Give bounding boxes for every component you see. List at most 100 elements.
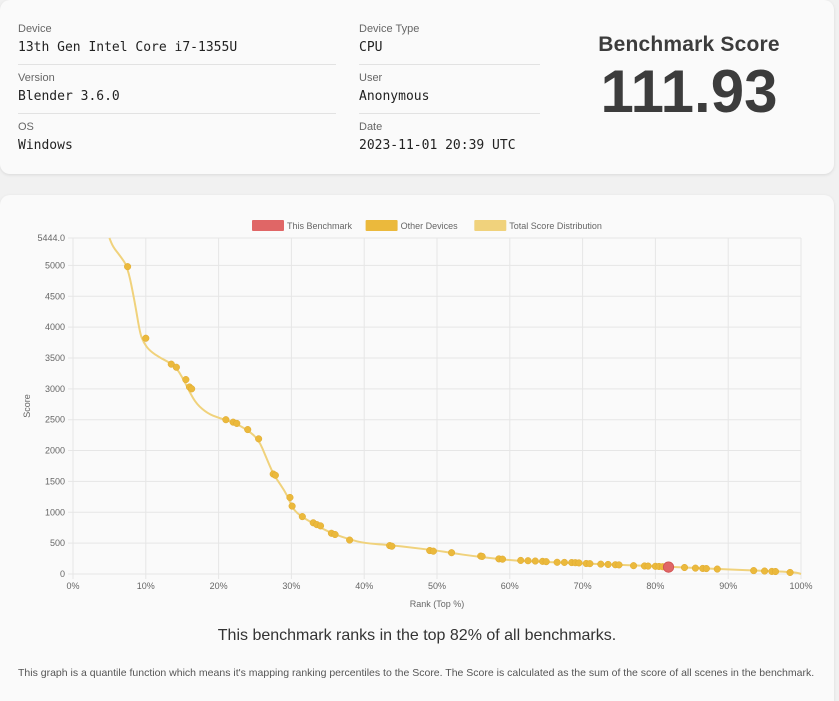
other-device-point[interactable] — [713, 565, 721, 573]
other-device-point[interactable] — [188, 385, 196, 393]
x-tick-label: 60% — [501, 581, 519, 591]
distribution-layer — [108, 237, 802, 575]
other-device-point[interactable] — [286, 493, 294, 502]
other-device-point[interactable] — [316, 522, 325, 530]
other-device-point[interactable] — [429, 547, 437, 555]
x-tick-label: 0% — [66, 581, 79, 591]
other-device-point[interactable] — [597, 560, 605, 568]
distribution-line — [108, 237, 802, 575]
version-value: Blender 3.6.0 — [18, 89, 120, 104]
other-device-point[interactable] — [560, 558, 568, 566]
x-tick-label: 100% — [789, 581, 812, 591]
x-axis-title: Rank (Top %) — [410, 599, 465, 609]
other-device-point[interactable] — [524, 557, 532, 565]
os-field: OS Windows — [18, 121, 336, 154]
device-value: 13th Gen Intel Core i7-1355U — [18, 40, 238, 55]
benchmark-score-title: Benchmark Score — [598, 33, 780, 56]
x-tick-label: 70% — [574, 581, 592, 591]
y-axis-title: Score — [22, 394, 32, 418]
other-device-point[interactable] — [630, 562, 638, 570]
other-device-point[interactable] — [586, 560, 594, 568]
x-tick-label: 80% — [646, 581, 664, 591]
other-device-point[interactable] — [172, 363, 180, 371]
legend-other-devices[interactable]: Other Devices — [365, 220, 459, 231]
legend-swatch — [252, 220, 284, 231]
other-device-point[interactable] — [222, 416, 230, 424]
version-field: Version Blender 3.6.0 — [18, 72, 336, 114]
x-tick-label: 30% — [282, 581, 300, 591]
chart-legend[interactable]: This Benchmark Other Devices Total Score D… — [252, 220, 602, 231]
other-device-point[interactable] — [553, 558, 561, 566]
other-device-point[interactable] — [182, 376, 190, 384]
legend-label: This Benchmark — [287, 221, 353, 231]
y-tick-label: 0 — [60, 569, 65, 579]
other-device-point[interactable] — [604, 560, 612, 568]
other-device-point[interactable] — [691, 564, 699, 572]
benchmark-info-card: Device 13th Gen Intel Core i7-1355U Vers… — [0, 0, 834, 174]
version-label: Version — [18, 72, 55, 84]
this-benchmark-point[interactable] — [662, 561, 675, 573]
x-tick-label: 40% — [355, 581, 373, 591]
x-tick-label: 50% — [428, 581, 446, 591]
date-field: Date 2023-11-01 20:39 UTC — [359, 121, 559, 154]
other-device-point[interactable] — [298, 513, 306, 521]
date-value: 2023-11-01 20:39 UTC — [359, 138, 516, 153]
legend-total-distribution[interactable]: Total Score Distribution — [474, 220, 602, 231]
other-device-point[interactable] — [288, 502, 296, 510]
y-tick-label: 1500 — [45, 476, 65, 486]
other-device-point[interactable] — [388, 542, 396, 550]
other-device-point[interactable] — [644, 562, 652, 570]
user-value: Anonymous — [359, 89, 430, 104]
other-device-point[interactable] — [517, 556, 525, 564]
chart-grid — [68, 237, 802, 579]
legend-label: Other Devices — [401, 221, 459, 231]
other-device-point[interactable] — [615, 561, 623, 569]
other-device-point[interactable] — [750, 567, 758, 575]
legend-swatch — [365, 220, 398, 231]
other-device-point[interactable] — [771, 567, 780, 576]
other-device-point[interactable] — [702, 565, 710, 573]
other-device-point[interactable] — [167, 360, 175, 368]
chart-footnote: This graph is a quantile function which … — [18, 667, 815, 679]
user-label: User — [359, 72, 383, 84]
y-tick-label: 4500 — [45, 291, 65, 301]
other-device-point[interactable] — [498, 555, 507, 563]
other-device-point[interactable] — [680, 563, 689, 572]
other-device-point[interactable] — [244, 426, 252, 434]
device-type-value: CPU — [359, 40, 383, 55]
os-label: OS — [18, 121, 34, 133]
other-device-point[interactable] — [233, 419, 241, 427]
legend-this-benchmark[interactable]: This Benchmark — [252, 220, 353, 231]
chart-axes: 0% 10% 20% 30% 40% 50% 60% 70% 80% 90% 100% 0 500 100… — [22, 233, 813, 609]
other-device-point[interactable] — [142, 334, 150, 342]
y-tick-label: 2500 — [45, 415, 65, 425]
legend-swatch — [474, 220, 507, 231]
other-device-point[interactable] — [448, 549, 456, 557]
y-tick-label: 5444.0 — [37, 233, 65, 243]
device-label: Device — [18, 23, 52, 35]
other-device-point[interactable] — [786, 568, 794, 577]
benchmark-score-value: 111.93 — [600, 58, 778, 125]
y-tick-label: 4000 — [45, 322, 65, 332]
other-device-point[interactable] — [331, 530, 339, 539]
other-device-point[interactable] — [542, 558, 550, 566]
quantile-chart: This Benchmark Other Devices Total Score D… — [22, 220, 813, 609]
y-tick-label: 3000 — [45, 384, 65, 394]
other-device-point[interactable] — [531, 557, 539, 565]
device-type-field: Device Type CPU — [359, 23, 540, 65]
other-device-point[interactable] — [271, 471, 279, 479]
y-tick-label: 5000 — [45, 260, 65, 270]
other-device-point[interactable] — [255, 435, 263, 443]
user-field: User Anonymous — [359, 72, 540, 114]
date-label: Date — [359, 121, 383, 133]
other-device-point[interactable] — [478, 552, 486, 560]
other-device-point[interactable] — [575, 559, 583, 567]
other-device-point[interactable] — [761, 567, 769, 575]
chart-card: This Benchmark Other Devices Total Score D… — [0, 195, 834, 701]
other-device-point[interactable] — [124, 263, 132, 271]
rank-sentence: This benchmark ranks in the top 82% of a… — [217, 627, 617, 644]
other-device-point[interactable] — [346, 536, 354, 544]
x-tick-label: 10% — [137, 581, 155, 591]
x-tick-label: 90% — [719, 581, 737, 591]
points-layer — [124, 263, 794, 577]
